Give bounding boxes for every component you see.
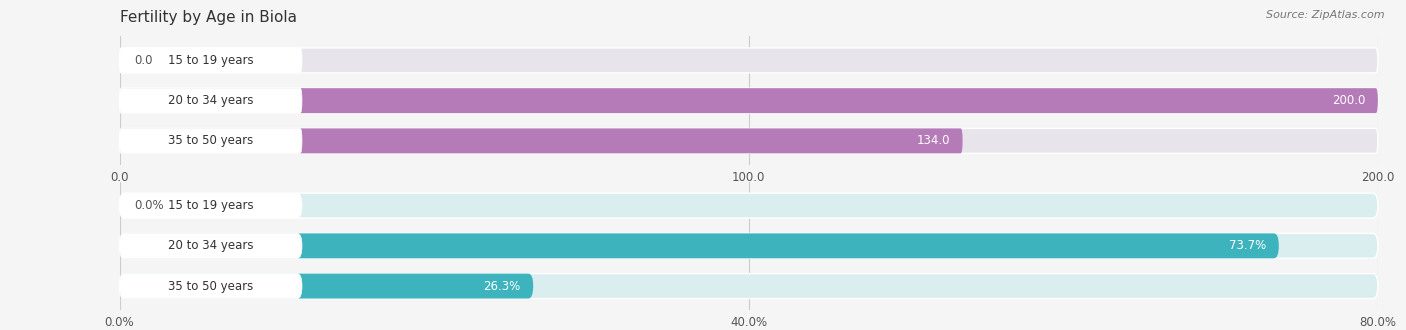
FancyBboxPatch shape bbox=[120, 88, 1378, 113]
Text: 0.0%: 0.0% bbox=[135, 199, 165, 212]
Text: 35 to 50 years: 35 to 50 years bbox=[169, 280, 253, 293]
FancyBboxPatch shape bbox=[120, 88, 302, 113]
FancyBboxPatch shape bbox=[120, 274, 533, 299]
Text: 35 to 50 years: 35 to 50 years bbox=[169, 134, 253, 148]
FancyBboxPatch shape bbox=[120, 233, 302, 258]
FancyBboxPatch shape bbox=[120, 128, 302, 153]
Text: 15 to 19 years: 15 to 19 years bbox=[167, 199, 253, 212]
Text: 134.0: 134.0 bbox=[917, 134, 950, 148]
FancyBboxPatch shape bbox=[120, 48, 302, 73]
FancyBboxPatch shape bbox=[120, 274, 1378, 299]
FancyBboxPatch shape bbox=[120, 88, 1378, 113]
Text: 200.0: 200.0 bbox=[1331, 94, 1365, 107]
Text: 26.3%: 26.3% bbox=[484, 280, 520, 293]
Text: 0.0: 0.0 bbox=[135, 54, 153, 67]
FancyBboxPatch shape bbox=[120, 233, 1279, 258]
Text: 73.7%: 73.7% bbox=[1229, 239, 1267, 252]
Text: 20 to 34 years: 20 to 34 years bbox=[167, 94, 253, 107]
FancyBboxPatch shape bbox=[120, 233, 1378, 258]
Text: Source: ZipAtlas.com: Source: ZipAtlas.com bbox=[1267, 10, 1385, 20]
FancyBboxPatch shape bbox=[120, 193, 302, 218]
Text: Fertility by Age in Biola: Fertility by Age in Biola bbox=[120, 10, 297, 25]
FancyBboxPatch shape bbox=[120, 128, 1378, 153]
FancyBboxPatch shape bbox=[120, 128, 963, 153]
FancyBboxPatch shape bbox=[120, 274, 302, 299]
Text: 15 to 19 years: 15 to 19 years bbox=[167, 54, 253, 67]
FancyBboxPatch shape bbox=[120, 48, 1378, 73]
FancyBboxPatch shape bbox=[120, 193, 1378, 218]
Text: 20 to 34 years: 20 to 34 years bbox=[167, 239, 253, 252]
